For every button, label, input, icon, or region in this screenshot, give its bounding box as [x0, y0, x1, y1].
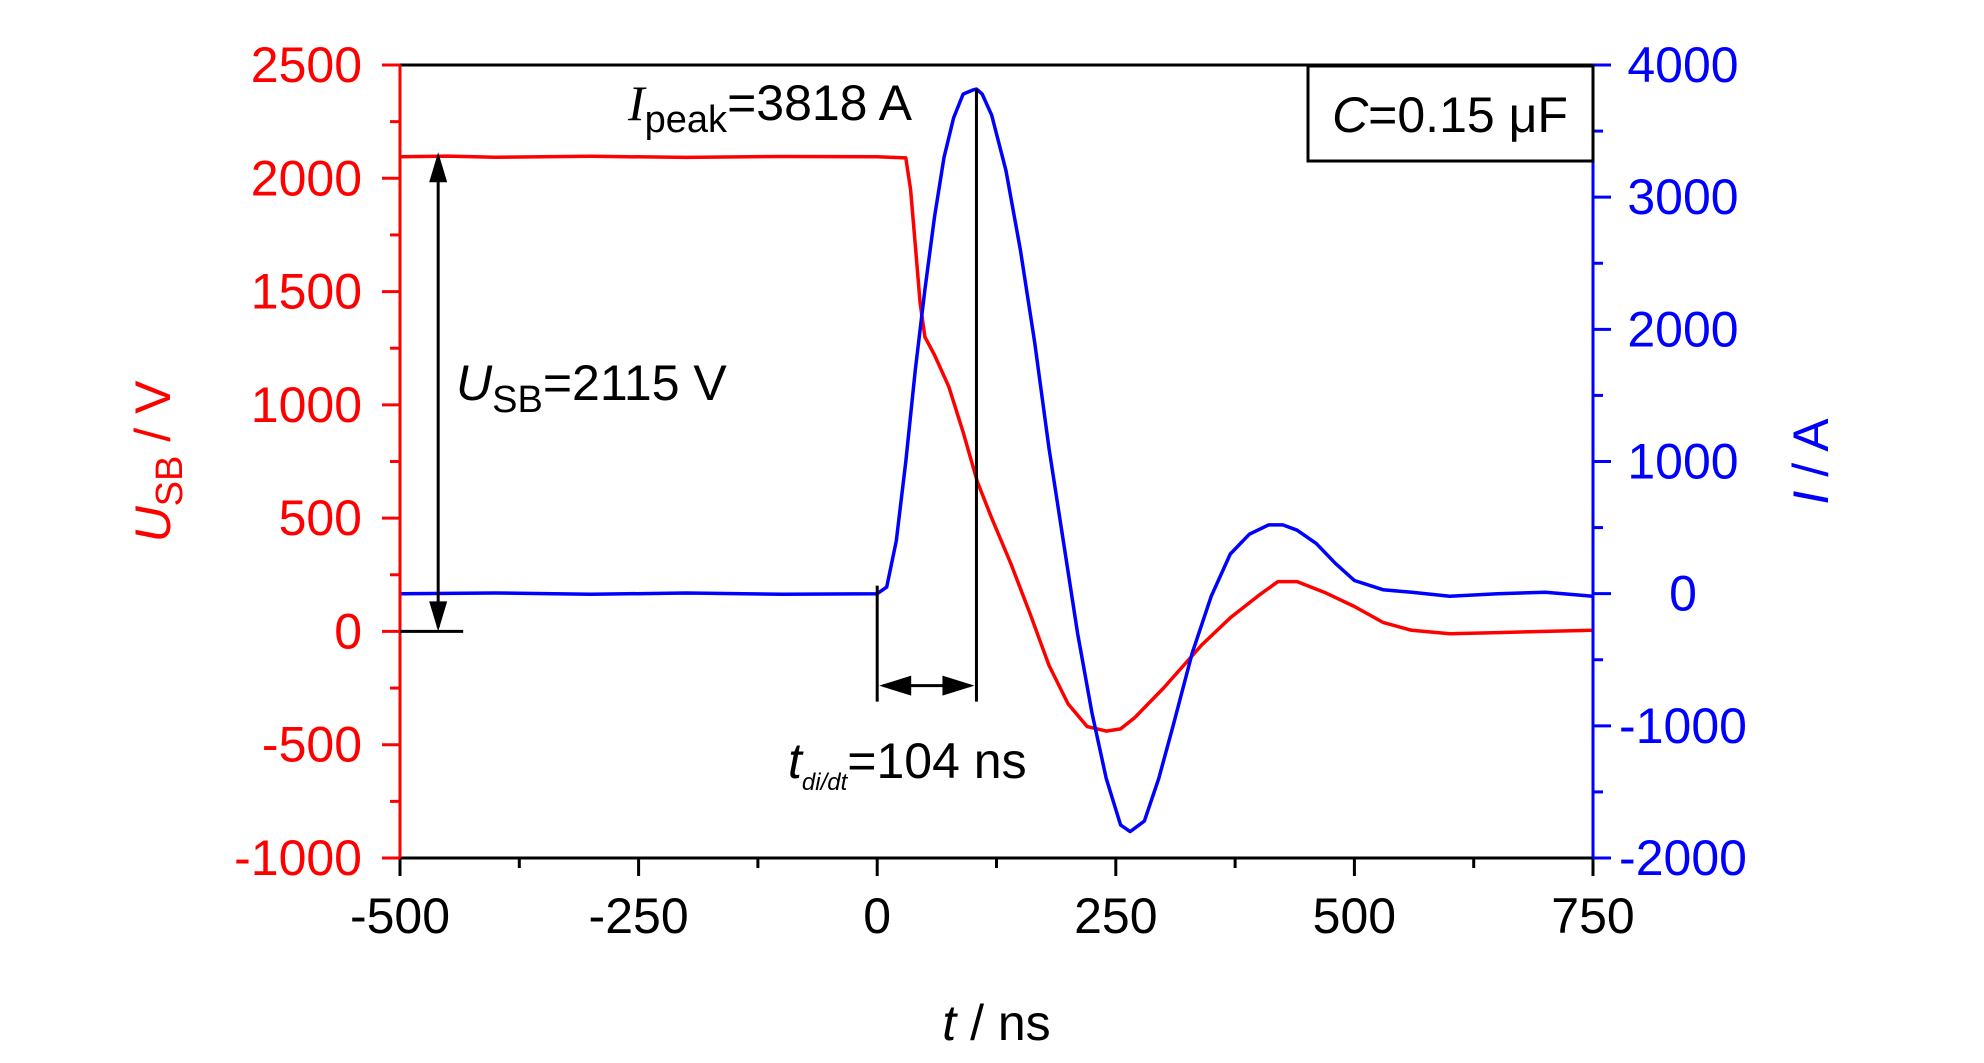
capacitance-label: C=0.15 μF — [1332, 87, 1568, 143]
y-left-axis-title-subscript: SB — [149, 456, 191, 507]
cap-label-value: =0.15 μF — [1368, 87, 1568, 143]
capacitance-box — [1306, 64, 1595, 163]
x-tick-label: 750 — [1551, 888, 1634, 944]
rise-time-arrow-left-head — [879, 675, 912, 696]
x-axis-title-symbol: t — [942, 995, 958, 1051]
tdidt-label-value: =104 ns — [847, 733, 1026, 789]
usb-label-value: =2115 V — [543, 355, 728, 411]
usb-label-subscript: SB — [492, 379, 543, 421]
x-axis-title-unit: / ns — [956, 995, 1050, 1051]
x-tick-label: -250 — [589, 888, 689, 944]
peak-current-label: Ipeak=3818 A — [627, 75, 913, 141]
y-left-tick-label: 1500 — [251, 264, 362, 320]
cap-label-symbol: C — [1332, 87, 1369, 143]
y-right-tick-label: -2000 — [1619, 830, 1747, 886]
rise-time-arrow-right-head — [942, 675, 975, 696]
axes-layer: -500 -250 0 250 500 750 2500 2000 1500 1000 500 0 -5… — [234, 37, 1747, 944]
x-axis-title: t / ns — [942, 995, 1050, 1051]
voltage-label: USB=2115 V — [456, 355, 727, 421]
x-tick-label: -500 — [350, 888, 450, 944]
series-layer — [399, 87, 1594, 834]
rise-time-label: tdi/dt=104 ns — [788, 733, 1027, 796]
y-right-tick-label: 2000 — [1627, 301, 1738, 357]
peak-label-symbol: I — [627, 75, 647, 131]
peak-label-value: =3818 A — [727, 75, 913, 131]
voltage-arrow-top-head — [429, 152, 448, 183]
y-left-tick-label: -1000 — [234, 830, 362, 886]
x-tick-label: 0 — [863, 888, 891, 944]
y-left-tick-label: 1000 — [251, 377, 362, 433]
tdidt-label-symbol: t — [788, 733, 804, 789]
y-right-axis-title-symbol: I — [1783, 491, 1839, 505]
voltage-arrow-bottom-head — [429, 601, 448, 632]
tdidt-label-subscript: di/dt — [802, 769, 849, 796]
y-left-tick-label: 2000 — [251, 150, 362, 206]
voltage-series-line — [399, 154, 1594, 733]
y-right-axis-title: I / A — [1783, 418, 1839, 505]
y-right-tick-label: 1000 — [1627, 434, 1738, 490]
annotation-layer — [400, 89, 978, 702]
y-left-tick-label: 2500 — [251, 37, 362, 93]
y-left-axis-title: USB / V — [125, 380, 191, 542]
y-left-tick-label: 0 — [334, 603, 362, 659]
y-left-axis-title-symbol: U — [125, 505, 181, 542]
y-right-tick-label: 4000 — [1627, 37, 1738, 93]
peak-label-subscript: peak — [645, 99, 728, 141]
y-right-axis-title-unit: / A — [1783, 418, 1839, 491]
x-tick-label: 250 — [1074, 888, 1157, 944]
y-right-tick-label: 3000 — [1627, 169, 1738, 225]
usb-label-symbol: U — [456, 355, 493, 411]
y-right-tick-label: 0 — [1669, 566, 1697, 622]
current-series-line — [399, 87, 1594, 834]
y-right-tick-label: -1000 — [1619, 698, 1747, 754]
x-tick-label: 500 — [1313, 888, 1396, 944]
y-left-tick-label: 500 — [279, 490, 362, 546]
y-left-tick-label: -500 — [262, 717, 362, 773]
y-left-axis-title-unit: / V — [125, 380, 181, 456]
